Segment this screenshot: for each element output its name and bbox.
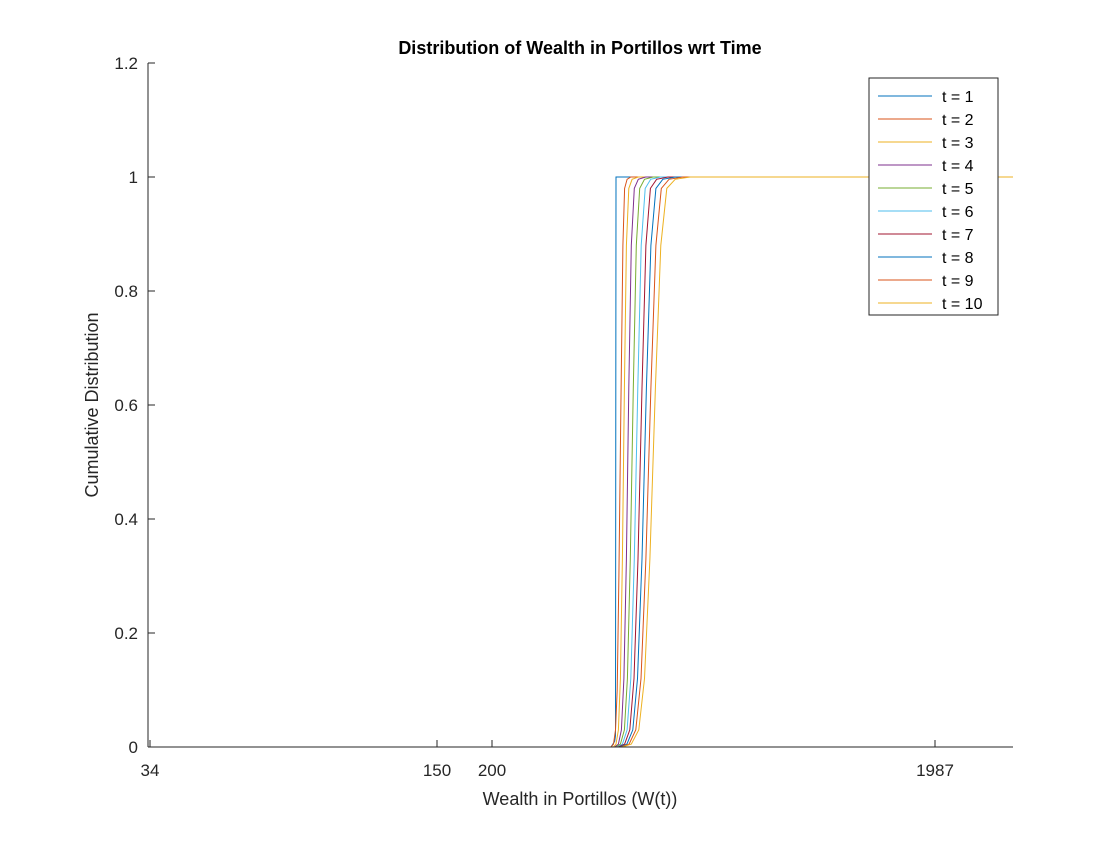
y-tick-label: 0.2: [114, 624, 138, 643]
axes-group: 0 0.2 0.4 0.6 0.8 1 1.2 34 150 200 1987: [114, 54, 1013, 780]
chart-title: Distribution of Wealth in Portillos wrt …: [398, 38, 761, 58]
legend-label: t = 10: [942, 296, 983, 313]
legend-label: t = 5: [942, 181, 974, 198]
x-tick-label: 34: [141, 761, 160, 780]
legend-box: [868, 77, 999, 316]
x-tick-label: 1987: [916, 761, 954, 780]
legend-label: t = 6: [942, 204, 974, 221]
y-tick-label: 0: [129, 738, 138, 757]
legend-label: t = 1: [942, 89, 974, 106]
legend-label: t = 8: [942, 250, 974, 267]
x-axis-label: Wealth in Portillos (W(t)): [483, 789, 678, 809]
y-tick-label: 0.4: [114, 510, 138, 529]
legend-label: t = 3: [942, 135, 974, 152]
legend-label: t = 2: [942, 112, 974, 129]
x-tick-label: 200: [478, 761, 506, 780]
y-tick-label: 0.6: [114, 396, 138, 415]
legend: t = 1 t = 2 t = 3 t = 4 t = 5 t = 6 t = 7 t = 8…: [868, 77, 999, 316]
y-axis-label: Cumulative Distribution: [82, 312, 102, 497]
y-tick-label: 1: [129, 168, 138, 187]
legend-label: t = 7: [942, 227, 974, 244]
x-tick-label: 150: [423, 761, 451, 780]
y-tick-label: 0.8: [114, 282, 138, 301]
y-tick-label: 1.2: [114, 54, 138, 73]
legend-label: t = 4: [942, 158, 974, 175]
legend-label: t = 9: [942, 273, 974, 290]
